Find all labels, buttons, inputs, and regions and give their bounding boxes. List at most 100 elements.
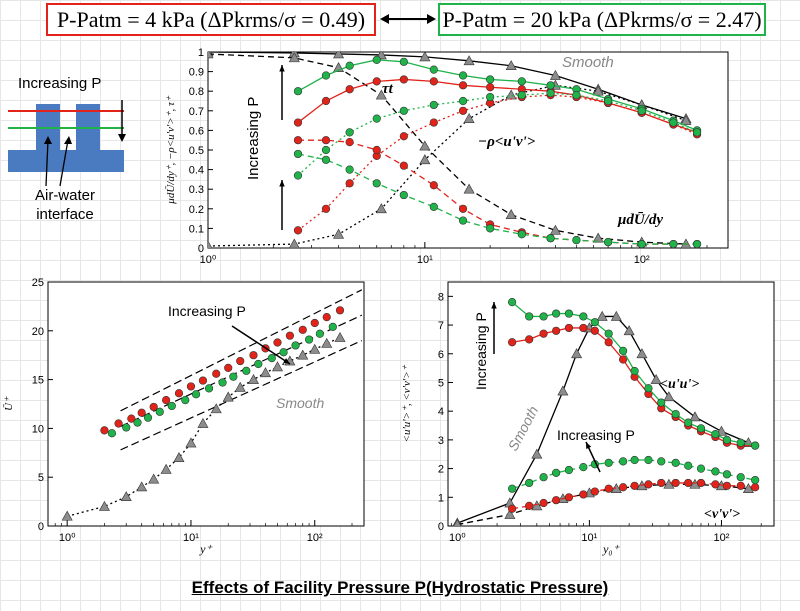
point-smooth-du-dy [592, 232, 604, 243]
x-tick-label: 10² [634, 254, 650, 266]
x-tick-label: 10⁰ [200, 254, 217, 266]
point-smooth-du-dy [463, 183, 475, 194]
point-smooth-t [419, 52, 431, 62]
point-4-kpa [162, 395, 171, 405]
point-20-kpa-u-v [517, 91, 526, 100]
point-smooth-v-v [504, 508, 516, 519]
point-smooth [120, 491, 132, 502]
point-smooth-t [505, 60, 517, 71]
point-4-kpa-u-v [293, 226, 303, 235]
point-smooth [259, 367, 271, 378]
chart-velocity: 10⁰ 10¹ 10² 0 5 10 15 20 25 y⁺ Ū⁺ Increasing P Smoot… [3, 277, 365, 556]
point-4-kpa [298, 325, 307, 334]
series-line-20-kpa-u-v [297, 92, 698, 176]
point-20-kpa-u-v [604, 96, 613, 106]
point-4-kpa-v-v [644, 480, 653, 489]
point-20-kpa-v-v [751, 475, 760, 485]
point-4-kpa [285, 331, 295, 340]
banner-20kpa: P-Patm = 20 kPa (ΔPkrms/σ = 2.47) [438, 3, 766, 36]
point-20-kpa-u-v [546, 89, 555, 98]
point-20-kpa-t [429, 65, 438, 74]
point-4-kpa-t [345, 85, 354, 94]
point-20-kpa [133, 418, 142, 427]
point-20-kpa-u-u [579, 312, 588, 321]
point-4-kpa-v-v [508, 504, 517, 513]
point-4-kpa [100, 426, 109, 435]
point-20-kpa-v-v [696, 464, 706, 473]
point-20-kpa-v-v [684, 461, 693, 470]
point-20-kpa [204, 384, 214, 393]
point-smooth-t [463, 55, 475, 66]
y-tick-label: 7 [438, 320, 444, 332]
y-tick-label: 0.5 [189, 145, 204, 157]
point-20-kpa-v-v [539, 473, 548, 482]
y-tick-label: 0.1 [189, 223, 204, 235]
x-tick-label: 10² [713, 532, 729, 544]
point-smooth [210, 403, 222, 414]
arrow-head-icon [279, 180, 285, 187]
annotation-t: τt [382, 81, 394, 97]
point-smooth-u-u [636, 348, 648, 359]
point-smooth [148, 473, 160, 484]
chart-normal-stress: 10⁰ 10¹ 10² 0 1 2 3 4 5 6 7 8 y₀⁺ <u'u'>⁺, <v'v'>⁺ Inc… [401, 281, 775, 556]
point-4-kpa-u-v [321, 204, 331, 213]
point-smooth [185, 437, 197, 448]
point-4-kpa-du-dy [399, 161, 408, 170]
point-4-kpa-du-dy [293, 136, 303, 145]
point-20-kpa-u-u [590, 318, 599, 327]
point-smooth-u-u [596, 310, 608, 321]
point-4-kpa-t [321, 96, 331, 106]
point-smooth-u-v [419, 154, 431, 165]
point-smooth-v-v [663, 478, 675, 489]
point-20-kpa [155, 407, 164, 416]
point-smooth-u-u [531, 448, 543, 459]
point-4-kpa-v-v [736, 481, 745, 490]
annotation-increasing-p: Increasing P [245, 97, 262, 180]
point-4-kpa-u-v [429, 118, 438, 127]
annotation-increasing-p: Increasing P [168, 303, 246, 319]
point-20-kpa-du-dy [546, 234, 555, 243]
point-4-kpa [224, 363, 233, 372]
y-tick-label: 15 [32, 375, 44, 387]
point-smooth-u-u [610, 310, 622, 321]
point-smooth-u-v [680, 114, 692, 125]
y-tick-label: 2 [438, 464, 444, 476]
interface-pointer-2 [59, 139, 69, 187]
chart-stress: 10⁰ 10¹ 10² 0 0.1 0.2 0.3 0.4 0.5 0.6 0.7 0.8 0.9 1 μd… [165, 47, 729, 266]
point-4-kpa-t [372, 77, 381, 86]
point-smooth-u-v [288, 238, 300, 248]
point-20-kpa [279, 348, 288, 357]
point-20-kpa-du-dy [321, 155, 331, 164]
point-20-kpa [242, 366, 251, 375]
point-smooth-du-dy [549, 224, 561, 235]
y-axis-label: μdŪ/dy⁺, −ρ<u'v'>⁺, τ⁺ [165, 95, 177, 205]
arrow-head-icon [283, 358, 290, 364]
point-20-kpa-u-u [711, 430, 720, 439]
point-20-kpa-v-v [508, 484, 517, 493]
point-20-kpa-v-v [604, 458, 613, 467]
point-20-kpa-du-dy [486, 224, 495, 233]
inset-schematic: Increasing P Air-water interface [8, 75, 126, 223]
inset-interface-label: Air-water interface [34, 187, 95, 223]
point-4-kpa-v-v [696, 478, 706, 488]
y-tick-label: 0.8 [189, 86, 204, 98]
point-20-kpa-du-dy [637, 239, 646, 248]
point-20-kpa [191, 390, 201, 399]
point-20-kpa-t [372, 55, 381, 64]
point-20-kpa-v-v [711, 467, 720, 476]
annotation-u-u: <u'u'> [660, 377, 699, 392]
point-smooth-v-v [453, 518, 462, 526]
point-smooth-u-v [208, 240, 213, 248]
point-smooth [247, 373, 259, 384]
point-20-kpa-u-v [399, 106, 408, 115]
point-4-kpa-u-u [525, 335, 534, 344]
point-smooth-u-u [650, 373, 662, 384]
point-4-kpa-du-dy [372, 145, 381, 155]
point-20-kpa-t [399, 57, 408, 66]
x-tick-label: 10¹ [417, 254, 433, 266]
x-tick-label: 10¹ [581, 532, 597, 544]
point-4-kpa-u-u [564, 323, 574, 333]
y-tick-label: 0.4 [189, 165, 204, 177]
point-20-kpa-u-u [604, 329, 613, 338]
annotation-increasing-p: Increasing P [473, 312, 489, 390]
